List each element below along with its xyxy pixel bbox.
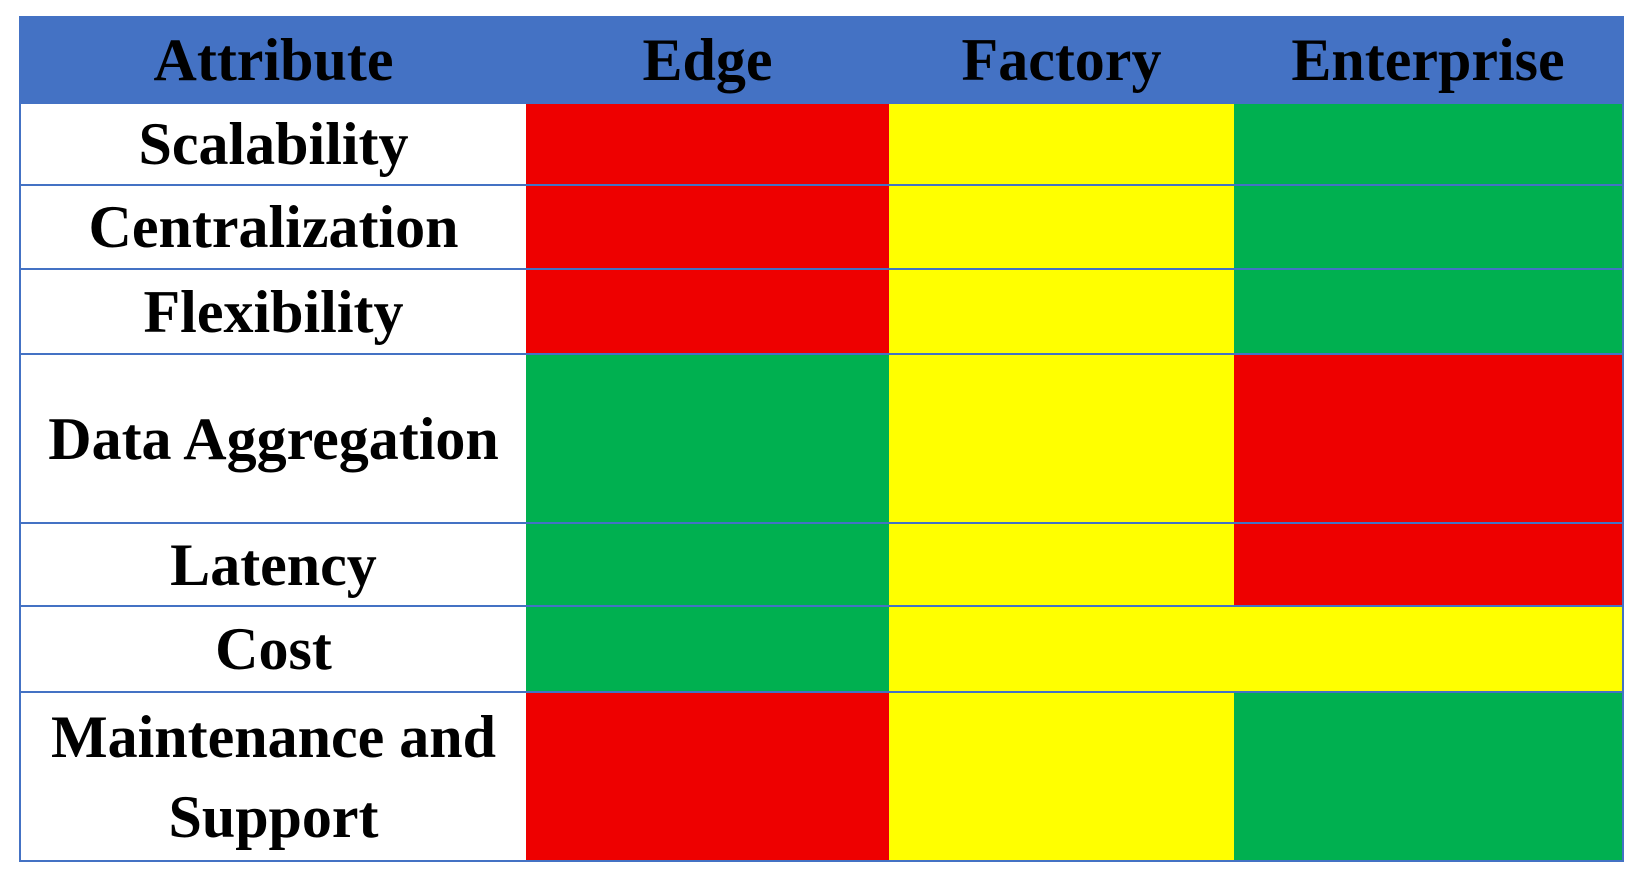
rating-cell: [1234, 354, 1623, 523]
row-label: Centralization: [20, 185, 526, 269]
header-row: Attribute Edge Factory Enterprise: [20, 17, 1623, 103]
row-label: Flexibility: [20, 269, 526, 354]
rating-cell: [526, 269, 889, 354]
row: Cost: [20, 606, 1623, 692]
row: Maintenance and Support: [20, 692, 1623, 861]
rating-cell: [1234, 269, 1623, 354]
row: Latency: [20, 523, 1623, 606]
row: Flexibility: [20, 269, 1623, 354]
rating-cell: [526, 692, 889, 861]
row-label: Scalability: [20, 103, 526, 185]
row: Scalability: [20, 103, 1623, 185]
rating-cell: [526, 523, 889, 606]
column-header: Enterprise: [1291, 27, 1565, 93]
rating-cell: [889, 269, 1234, 354]
column-header: Factory: [961, 27, 1162, 93]
row: Centralization: [20, 185, 1623, 269]
rating-cell: [889, 354, 1234, 523]
column-header: Edge: [642, 27, 773, 93]
rating-cell: [889, 606, 1234, 692]
rating-cell: [526, 354, 889, 523]
rating-cell: [1234, 103, 1623, 185]
row-label: Data Aggregation: [20, 354, 526, 523]
rating-cell: [889, 692, 1234, 861]
row: Data Aggregation: [20, 354, 1623, 523]
rating-cell: [1234, 606, 1623, 692]
row-label: Cost: [20, 606, 526, 692]
rating-cell: [526, 103, 889, 185]
rating-cell: [1234, 692, 1623, 861]
rating-cell: [889, 185, 1234, 269]
rating-cell: [889, 103, 1234, 185]
comparison-table: Attribute Edge Factory Enterprise Scalabili…: [19, 16, 1624, 862]
column-header: Attribute: [153, 27, 394, 93]
rating-cell: [1234, 523, 1623, 606]
rating-cell: [1234, 185, 1623, 269]
row-label: Maintenance and Support: [20, 692, 526, 861]
rating-cell: [526, 606, 889, 692]
rating-cell: [889, 523, 1234, 606]
row-label: Latency: [20, 523, 526, 606]
rating-cell: [526, 185, 889, 269]
